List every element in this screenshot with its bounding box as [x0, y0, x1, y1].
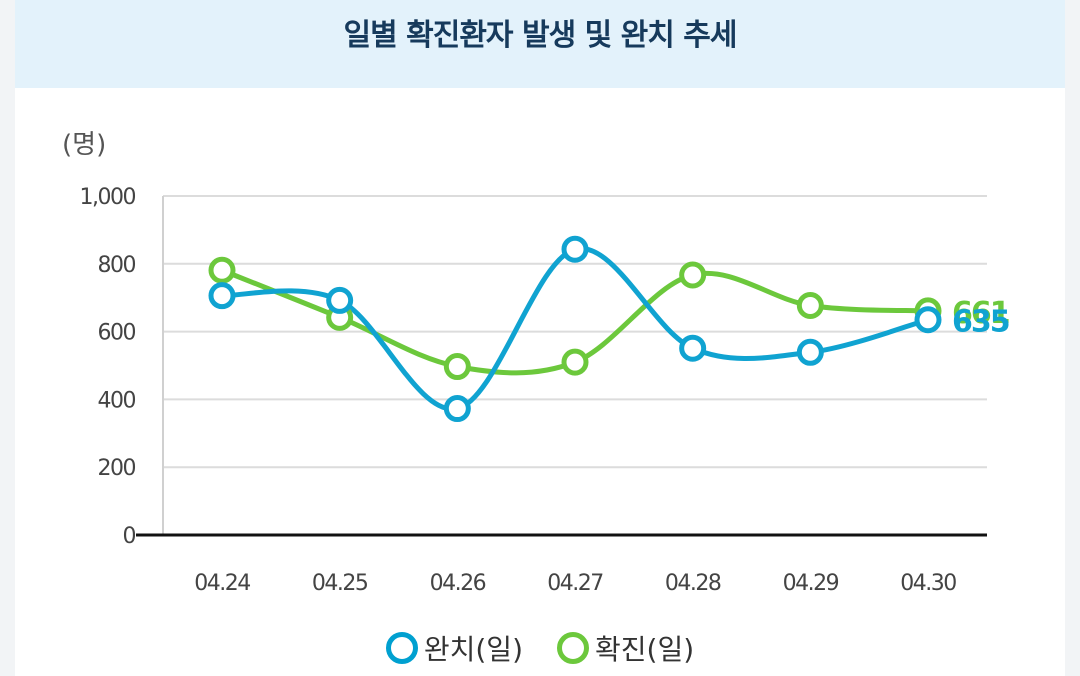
- legend-marker-confirmed: [557, 632, 589, 664]
- legend-label-recovered: 완치(일): [423, 633, 523, 666]
- y-tick-label: 600: [98, 321, 136, 346]
- data-point-0: [208, 282, 236, 310]
- legend-item-confirmed: 확진(일): [557, 628, 694, 668]
- data-point-1: [208, 256, 236, 284]
- x-tick-label: 04.27: [547, 571, 603, 596]
- data-label-0: 635: [952, 305, 1009, 340]
- data-point-0: [914, 306, 942, 334]
- data-label-1: 661: [952, 296, 1009, 331]
- data-point-0: [679, 334, 707, 362]
- y-tick-label: 400: [98, 388, 136, 413]
- chart-legend: 완치(일) 확진(일): [0, 628, 1080, 668]
- data-point-1: [561, 348, 589, 376]
- data-point-1: [679, 261, 707, 289]
- x-tick-label: 04.28: [665, 571, 721, 596]
- y-tick-label: 800: [98, 253, 136, 278]
- series-line-0: [221, 246, 929, 412]
- data-point-0: [443, 395, 471, 423]
- legend-label-confirmed: 확진(일): [595, 633, 695, 666]
- legend-marker-recovered: [385, 632, 418, 664]
- x-tick-label: 04.24: [194, 571, 250, 596]
- x-tick-label: 04.29: [783, 571, 839, 596]
- data-point-0: [561, 235, 589, 263]
- y-axis-unit: (명): [62, 130, 107, 160]
- legend-item-recovered: 완치(일): [385, 628, 523, 668]
- chart-card: [15, 0, 1065, 676]
- data-point-0: [796, 338, 824, 366]
- data-point-1: [796, 291, 824, 319]
- x-tick-label: 04.26: [430, 571, 486, 596]
- data-point-0: [326, 286, 354, 314]
- y-tick-label: 1,000: [80, 185, 136, 210]
- y-tick-label: 200: [98, 456, 136, 481]
- chart-header: 일별 확진환자 발생 및 완치 추세: [15, 0, 1065, 88]
- x-tick-label: 04.25: [312, 571, 368, 596]
- data-point-1: [443, 353, 471, 381]
- x-tick-label: 04.30: [900, 571, 956, 596]
- chart-title: 일별 확진환자 발생 및 완치 추세: [343, 18, 737, 53]
- y-tick-label: 0: [123, 524, 136, 549]
